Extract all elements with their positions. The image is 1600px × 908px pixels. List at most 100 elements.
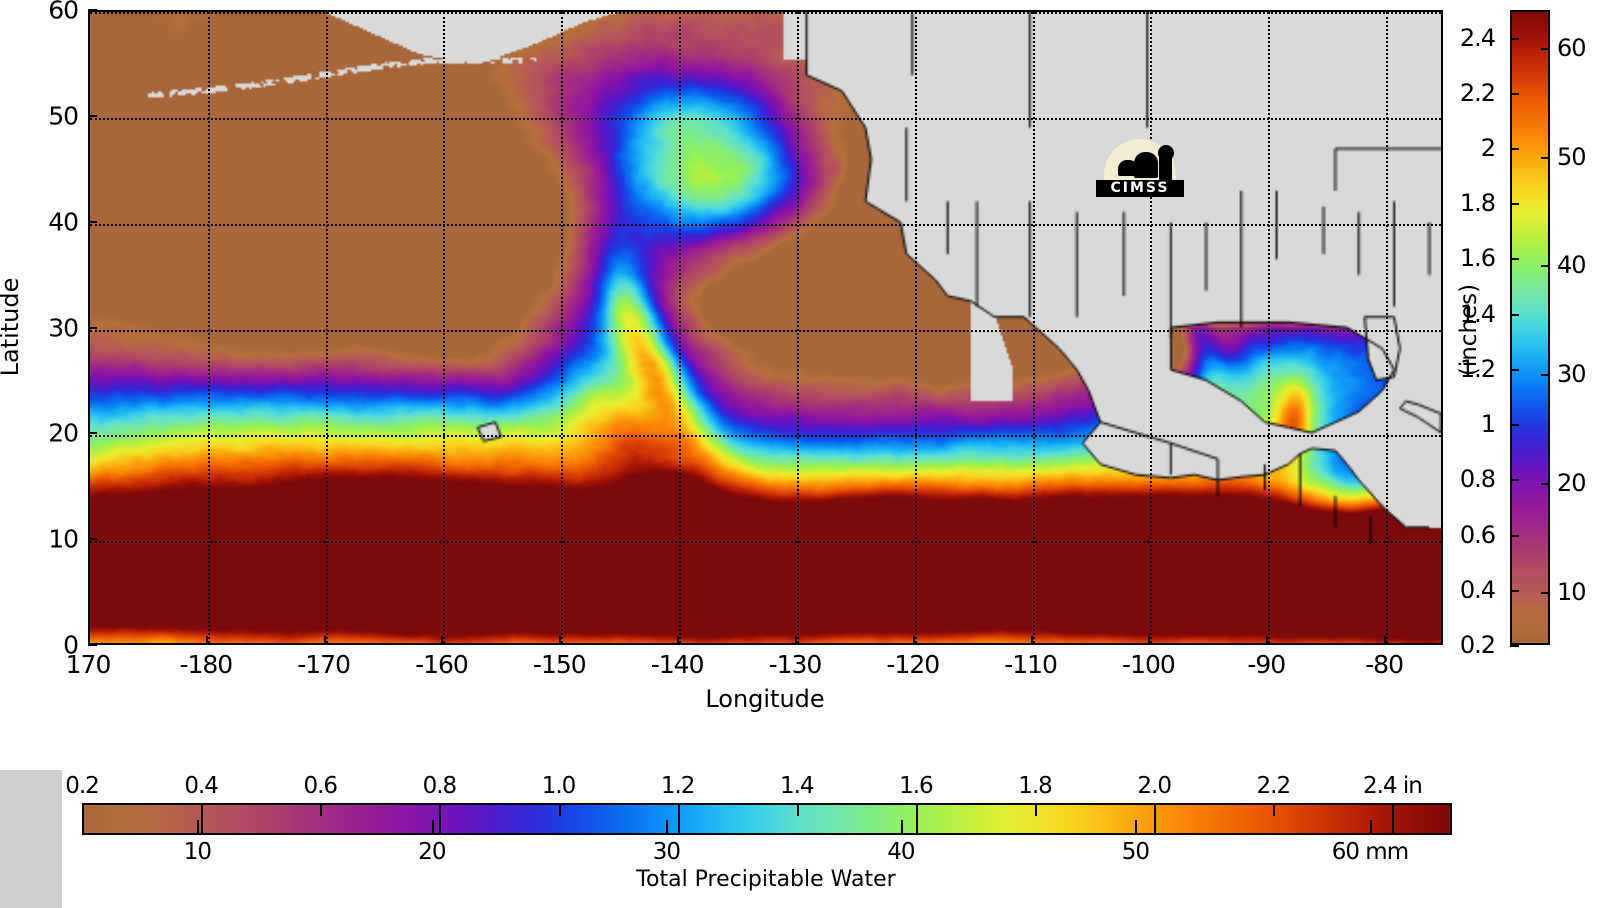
vertical-colorbar-mm-label: 40 bbox=[1557, 251, 1587, 280]
horizontal-colorbar-inch-tick bbox=[1392, 803, 1395, 835]
vertical-colorbar-inch-label: 1.6 bbox=[1459, 244, 1496, 273]
x-axis-tick bbox=[1384, 636, 1387, 645]
vertical-colorbar-inch-tick bbox=[1510, 645, 1519, 647]
vertical-colorbar-inch-label: 0.2 bbox=[1459, 631, 1496, 659]
horizontal-colorbar-inch-label: 0.2 bbox=[65, 773, 100, 799]
horizontal-colorbar-panel: 0.2 0.4 0.6 0.8 1.0 1.2 1.4 1.6 1.8 2.0 2.2 2.4 in 1… bbox=[0, 755, 1600, 908]
vertical-colorbar-inch-label: 2 bbox=[1480, 134, 1496, 163]
y-tick-label: 30 bbox=[48, 313, 79, 342]
horizontal-colorbar-inch-label: 1.4 bbox=[779, 773, 815, 799]
x-tick-label: -150 bbox=[532, 650, 587, 679]
horizontal-colorbar-mm-tick bbox=[431, 820, 434, 833]
vertical-colorbar-mm-tick bbox=[1541, 482, 1550, 485]
vertical-colorbar-inch-tick bbox=[1510, 368, 1519, 371]
vertical-colorbar-gradient[interactable] bbox=[1510, 10, 1550, 645]
x-tick-label: -120 bbox=[886, 650, 940, 679]
x-axis-tick bbox=[677, 636, 680, 645]
vertical-colorbar-mm-label: 50 bbox=[1557, 142, 1587, 171]
vertical-colorbar-mm-label: 30 bbox=[1557, 360, 1587, 389]
y-tick-label: 40 bbox=[48, 207, 79, 237]
cimss-name-bar bbox=[1096, 180, 1184, 197]
horizontal-colorbar-inch-tick bbox=[320, 805, 323, 816]
horizontal-colorbar-inch-label: 1.6 bbox=[899, 773, 934, 799]
cimss-silhouette-mid bbox=[1134, 152, 1158, 178]
precipitable-water-heatmap bbox=[90, 12, 1441, 643]
horizontal-colorbar-mm-label: 40 bbox=[887, 839, 915, 865]
vertical-colorbar-inch-tick bbox=[1510, 37, 1519, 40]
vertical-colorbar-inch-label: 2.4 bbox=[1459, 23, 1496, 52]
horizontal-colorbar-inch-label: 2.2 bbox=[1256, 773, 1292, 799]
y-tick-label: 60 bbox=[48, 0, 79, 25]
x-tick-label: -100 bbox=[1122, 650, 1176, 679]
vertical-colorbar-mm-label: 10 bbox=[1557, 577, 1587, 606]
cimss-logo: CIMSS bbox=[1096, 139, 1184, 197]
x-axis-tick bbox=[1148, 636, 1151, 645]
vertical-colorbar-mm-label: 60 bbox=[1557, 34, 1587, 63]
horizontal-colorbar-inch-tick bbox=[915, 803, 918, 835]
x-tick-label: -180 bbox=[179, 650, 233, 679]
vertical-colorbar-panel: (inches) 0.2 0.4 0.6 0.8 1 1.2 1.4 1.6 1.8 2 2.2 2.… bbox=[1455, 0, 1600, 700]
y-axis-title: Latitude bbox=[0, 277, 24, 377]
x-axis-tick bbox=[88, 636, 90, 645]
vertical-colorbar-inch-label: 0.4 bbox=[1459, 575, 1496, 604]
vertical-colorbar-inch-label: 0.6 bbox=[1459, 520, 1496, 549]
horizontal-colorbar-inch-label: 1.2 bbox=[660, 773, 696, 799]
x-tick-label: -160 bbox=[415, 650, 469, 679]
horizontal-colorbar-inch-tick bbox=[1035, 805, 1038, 816]
horizontal-colorbar-gradient[interactable] bbox=[82, 803, 1452, 835]
x-axis-tick bbox=[205, 636, 208, 645]
x-axis-tick bbox=[1266, 636, 1269, 645]
y-axis-tick bbox=[88, 326, 97, 329]
y-axis-tick bbox=[88, 9, 97, 11]
horizontal-colorbar-mm-tick bbox=[1369, 820, 1372, 833]
vertical-colorbar-inch-tick bbox=[1510, 589, 1519, 592]
horizontal-colorbar-inch-tick bbox=[439, 803, 442, 835]
horizontal-colorbar-mm-label: 10 bbox=[183, 839, 212, 865]
vertical-colorbar-mm-tick bbox=[1541, 591, 1550, 594]
vertical-colorbar-mm-tick bbox=[1541, 156, 1550, 159]
vertical-colorbar-inch-tick bbox=[1510, 92, 1519, 95]
x-axis-title: Longitude bbox=[705, 685, 825, 713]
vertical-colorbar-inch-tick bbox=[1510, 534, 1519, 537]
y-axis-tick bbox=[88, 538, 97, 541]
horizontal-colorbar-inch-label: 0.4 bbox=[184, 773, 219, 799]
vertical-colorbar-inch-label: 0.8 bbox=[1459, 465, 1496, 494]
cimss-silhouette-right bbox=[1159, 157, 1172, 181]
map-plot-panel: 170 -180 -170 -160 -150 -140 -130 -120 -110 -100 -… bbox=[0, 0, 1443, 713]
x-axis-tick bbox=[912, 636, 915, 645]
horizontal-colorbar-mm-tick bbox=[197, 820, 200, 833]
y-tick-label: 0 bbox=[63, 630, 79, 660]
bottom-left-gray-panel bbox=[0, 770, 62, 908]
cimss-label: CIMSS bbox=[1110, 180, 1170, 196]
y-axis-tick bbox=[88, 114, 97, 117]
vertical-colorbar-inch-tick bbox=[1510, 258, 1519, 261]
y-tick-label: 10 bbox=[48, 524, 79, 554]
vertical-colorbar-inch-tick bbox=[1510, 148, 1519, 151]
vertical-colorbar-inch-label: 1.8 bbox=[1459, 189, 1496, 218]
horizontal-colorbar-inch-tick bbox=[1154, 803, 1157, 835]
horizontal-colorbar-inch-tick bbox=[796, 805, 799, 816]
vertical-colorbar-inch-tick bbox=[1510, 313, 1519, 316]
horizontal-colorbar-mm-label: 50 bbox=[1121, 839, 1150, 865]
horizontal-colorbar-mm-tick bbox=[666, 820, 669, 833]
y-axis-tick bbox=[88, 432, 97, 435]
horizontal-colorbar-mm-label: 20 bbox=[418, 839, 446, 865]
horizontal-colorbar-mm-tick bbox=[1135, 820, 1138, 833]
horizontal-colorbar-inch-label: 1.8 bbox=[1018, 773, 1053, 799]
x-tick-label: -130 bbox=[768, 650, 823, 679]
horizontal-colorbar-inch-label: 1.0 bbox=[541, 773, 577, 799]
vertical-colorbar-mm-tick bbox=[1541, 48, 1550, 51]
x-tick-label: -90 bbox=[1247, 650, 1286, 679]
vertical-colorbar-mm-label: 20 bbox=[1557, 468, 1587, 497]
y-tick-label: 20 bbox=[48, 418, 79, 448]
horizontal-colorbar-inch-tick bbox=[677, 803, 680, 835]
x-tick-label: -140 bbox=[650, 650, 705, 679]
horizontal-colorbar-inch-label: 0.6 bbox=[303, 773, 338, 799]
horizontal-colorbar-mm-label: 30 bbox=[652, 839, 681, 865]
horizontal-colorbar-inch-tick bbox=[1273, 805, 1276, 816]
y-axis-tick bbox=[88, 220, 97, 223]
x-axis-tick bbox=[1030, 636, 1033, 645]
map-plot-area[interactable] bbox=[88, 10, 1443, 645]
horizontal-colorbar-inch-tick bbox=[201, 803, 204, 835]
horizontal-colorbar-title: Total Precipitable Water bbox=[636, 867, 896, 892]
